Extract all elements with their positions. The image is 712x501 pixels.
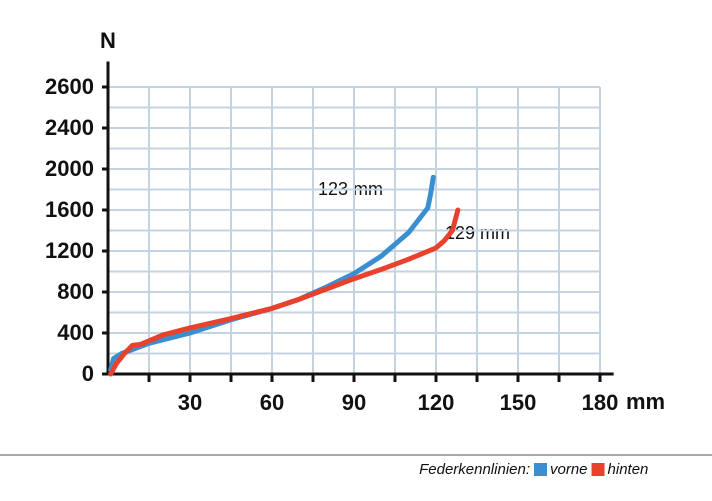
x-tick-label: 60 <box>260 390 284 415</box>
line-series <box>108 207 461 377</box>
y-tick-label: 2600 <box>45 74 94 99</box>
y-tick-label: 2400 <box>45 115 94 140</box>
legend-title: Federkennlinien: <box>419 461 530 478</box>
legend-swatch <box>534 463 547 476</box>
y-axis-label: N <box>100 28 116 53</box>
x-tick-label: 180 <box>582 390 619 415</box>
y-tick-label: 400 <box>57 320 94 345</box>
y-tick-label: 800 <box>57 279 94 304</box>
x-tick-label: 150 <box>500 390 537 415</box>
y-tick-label: 1200 <box>45 238 94 263</box>
x-tick-label: 120 <box>418 390 455 415</box>
y-tick-label: 2000 <box>45 156 94 181</box>
legend-label: hinten <box>608 461 649 478</box>
y-tick-label: 1600 <box>45 197 94 222</box>
y-tick-label: 0 <box>82 361 94 386</box>
x-tick-label: 30 <box>178 390 202 415</box>
legend-label: vorne <box>550 461 588 478</box>
legend-swatch <box>591 463 605 476</box>
x-axis-label: mm <box>626 389 665 414</box>
x-tick-label: 90 <box>342 390 366 415</box>
